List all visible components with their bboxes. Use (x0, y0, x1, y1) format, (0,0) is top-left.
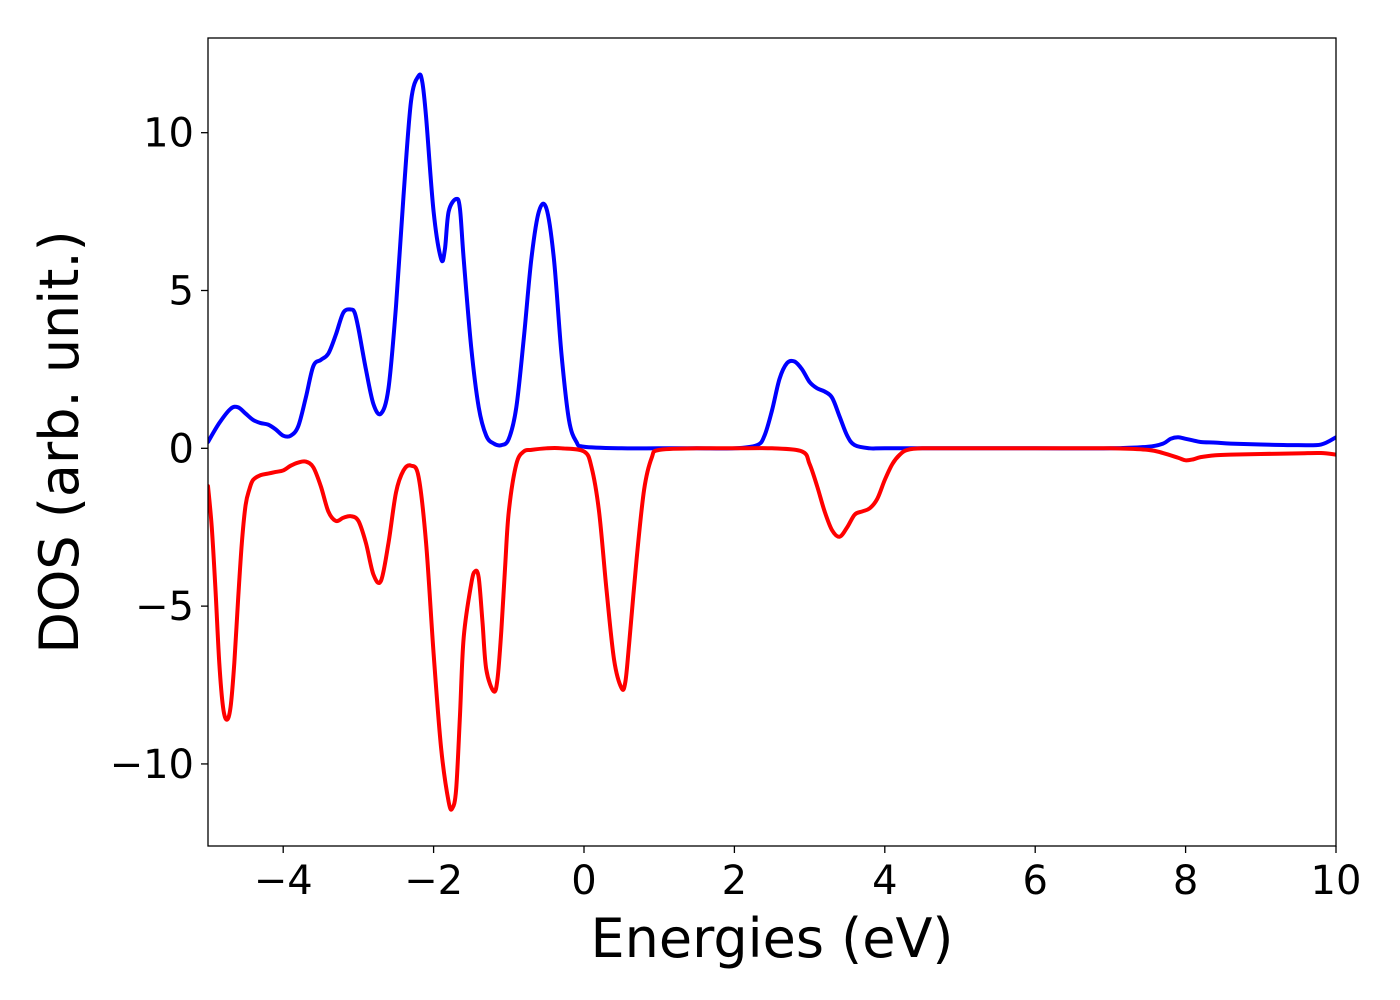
y-tick-label: 10 (143, 111, 194, 157)
x-tick-label: 2 (722, 858, 747, 904)
y-tick-label: −5 (135, 584, 194, 630)
x-tick-label: 10 (1311, 858, 1362, 904)
series-line-red (208, 446, 1336, 812)
x-tick-label: −4 (254, 858, 313, 904)
y-tick-label: 0 (169, 426, 194, 472)
y-axis: −10 −5 0 5 10 (110, 111, 208, 788)
series-layer (208, 72, 1336, 812)
x-tick-label: 8 (1173, 858, 1198, 904)
plot-frame (207, 37, 1337, 847)
y-tick-label: 5 (169, 269, 194, 315)
x-axis: −4 −2 0 2 4 6 8 10 (254, 846, 1362, 904)
y-tick-label: −10 (110, 742, 194, 788)
x-tick-label: 0 (571, 858, 596, 904)
x-tick-label: 6 (1022, 858, 1047, 904)
x-tick-label: 4 (872, 858, 897, 904)
x-axis-title: Energies (eV) (591, 907, 954, 970)
y-axis-title: DOS (arb. unit.) (28, 230, 91, 653)
x-tick-label: −2 (404, 858, 463, 904)
